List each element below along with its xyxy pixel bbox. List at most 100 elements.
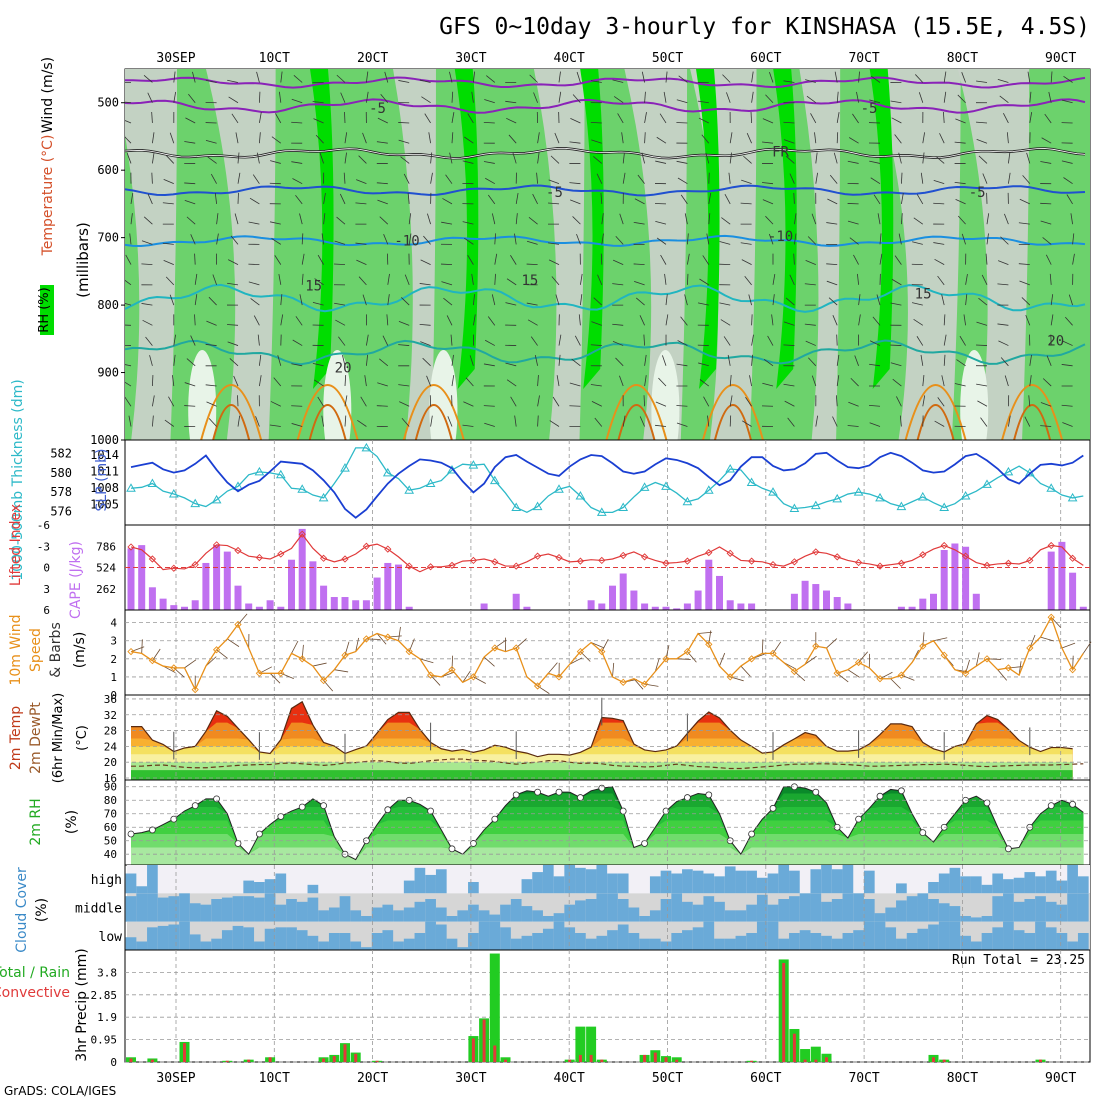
wind-barb [231, 113, 239, 124]
wind-barb [1040, 636, 1055, 642]
isotherm-warm [296, 384, 359, 440]
rh-marker [598, 784, 606, 792]
wind-marker [384, 633, 392, 641]
slp-axis-label: SLP (mb) [94, 448, 110, 511]
wind-marker [726, 673, 734, 681]
precip-legend-convective: Convective [0, 985, 70, 1001]
wind-barb [486, 75, 496, 83]
date-label-bottom: 30CT [455, 1071, 486, 1086]
cloud-bar [553, 876, 565, 894]
rh-marker [748, 830, 755, 838]
rh-marker [491, 815, 499, 823]
wind-barb [793, 192, 795, 204]
cloud-bar [468, 933, 479, 950]
cape-bar [191, 600, 199, 610]
wind-barb [227, 282, 239, 286]
wind-barb [184, 659, 197, 669]
wind-barb [315, 134, 324, 144]
wind-barb [920, 354, 924, 366]
temp-tick-label: 20 [104, 756, 117, 769]
date-label-bottom: 20CT [357, 1071, 388, 1086]
wind-barb [344, 395, 348, 407]
wind-barb [376, 141, 388, 144]
precip-convective-bar [493, 1045, 497, 1062]
wind-barb [918, 92, 924, 103]
wind-barb [1018, 222, 1030, 225]
wind-barb [1061, 642, 1076, 649]
wind-barb [937, 397, 945, 407]
wind-barb [915, 74, 924, 83]
rh-dry-region [871, 69, 961, 440]
cloud-bar [1013, 877, 1025, 894]
rh-low-humidity [323, 350, 352, 440]
wind-barb [338, 336, 346, 346]
wind-barb [313, 118, 324, 124]
cape-bar [148, 587, 156, 610]
cloud-bar [446, 916, 458, 922]
wind-barb [698, 362, 709, 367]
wind-barb [248, 281, 260, 286]
wind-barb [526, 263, 538, 266]
wind-barb [237, 152, 240, 164]
cloud-bar [724, 938, 736, 950]
rh-marker [555, 788, 563, 796]
cloud-bar [885, 927, 897, 950]
wind-barb [255, 416, 260, 427]
cloud-bar [211, 899, 222, 922]
cloud-bar [1013, 930, 1025, 950]
cloud-bar [928, 924, 939, 950]
wind-barb [933, 202, 945, 205]
date-label-top: 30SEP [156, 51, 195, 66]
wind-barb [382, 335, 389, 346]
cloud-bar [382, 904, 394, 922]
wind-barb [997, 669, 1008, 681]
cloud-bar [789, 870, 800, 894]
cloud-bar [521, 879, 533, 894]
wind-barb [873, 194, 881, 205]
wind-barb [729, 132, 733, 144]
wind-barb [484, 99, 495, 104]
wind-barb [580, 273, 583, 285]
wind-barb [151, 111, 153, 123]
wind-barb [729, 395, 733, 407]
wind-barb [664, 273, 667, 285]
thickness-marker [575, 490, 586, 500]
wind-marker [983, 655, 991, 663]
wind-barb [1045, 254, 1052, 265]
thickness-marker [340, 463, 350, 472]
wind-barb [206, 320, 217, 326]
wind-barb [125, 254, 132, 265]
wind-barb [761, 639, 764, 654]
precip-convective-bar [600, 1059, 604, 1062]
rh-marker [148, 826, 156, 834]
wind-barb [654, 657, 660, 672]
wind-barb [216, 213, 219, 225]
wind-barb [943, 314, 946, 326]
cloud-axis-label-2: (%) [34, 898, 50, 922]
wind-barb [956, 359, 966, 367]
wind-barb [130, 192, 134, 204]
wind-marker [426, 671, 435, 679]
wind-barb [342, 355, 346, 366]
isotherm-warm [605, 384, 668, 440]
cloud-bar [393, 941, 404, 950]
cloud-bar [896, 938, 907, 950]
wind-barb [451, 375, 455, 387]
wind-barb [291, 423, 303, 427]
cape-bar [245, 603, 253, 610]
pressure-axis-label: (millibars) [74, 222, 92, 298]
cloud-bar [125, 873, 137, 894]
cloud-bar [724, 910, 736, 922]
wind-barb [1019, 198, 1030, 205]
wind-barb [847, 425, 859, 427]
lifted-marker [769, 561, 777, 569]
wind-tick-label: 4 [110, 617, 117, 630]
wind-barb [237, 415, 241, 427]
wind-barb [467, 113, 474, 124]
wind-marker [1026, 644, 1034, 652]
isotherm-line [125, 339, 1086, 366]
precip-convective-bar [932, 1057, 935, 1062]
cape-bar [630, 590, 638, 610]
cloud-bar [596, 893, 608, 922]
wind-barb [719, 241, 731, 245]
